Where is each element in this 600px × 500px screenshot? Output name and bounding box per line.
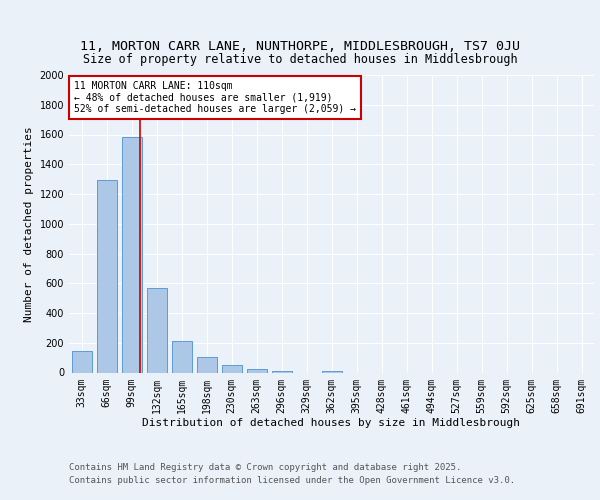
Text: Contains public sector information licensed under the Open Government Licence v3: Contains public sector information licen… bbox=[69, 476, 515, 485]
Text: 11 MORTON CARR LANE: 110sqm
← 48% of detached houses are smaller (1,919)
52% of : 11 MORTON CARR LANE: 110sqm ← 48% of det… bbox=[74, 81, 356, 114]
Text: 11, MORTON CARR LANE, NUNTHORPE, MIDDLESBROUGH, TS7 0JU: 11, MORTON CARR LANE, NUNTHORPE, MIDDLES… bbox=[80, 40, 520, 52]
Bar bbox=[221, 365, 241, 372]
X-axis label: Distribution of detached houses by size in Middlesbrough: Distribution of detached houses by size … bbox=[143, 418, 521, 428]
Bar bbox=[172, 340, 191, 372]
Bar bbox=[271, 370, 292, 372]
Y-axis label: Number of detached properties: Number of detached properties bbox=[24, 126, 34, 322]
Text: Contains HM Land Registry data © Crown copyright and database right 2025.: Contains HM Land Registry data © Crown c… bbox=[69, 464, 461, 472]
Bar bbox=[71, 351, 91, 372]
Text: Size of property relative to detached houses in Middlesbrough: Size of property relative to detached ho… bbox=[83, 53, 517, 66]
Bar bbox=[97, 180, 116, 372]
Bar bbox=[146, 288, 167, 372]
Bar bbox=[197, 357, 217, 372]
Bar bbox=[247, 369, 266, 372]
Bar bbox=[322, 370, 341, 372]
Bar bbox=[121, 138, 142, 372]
